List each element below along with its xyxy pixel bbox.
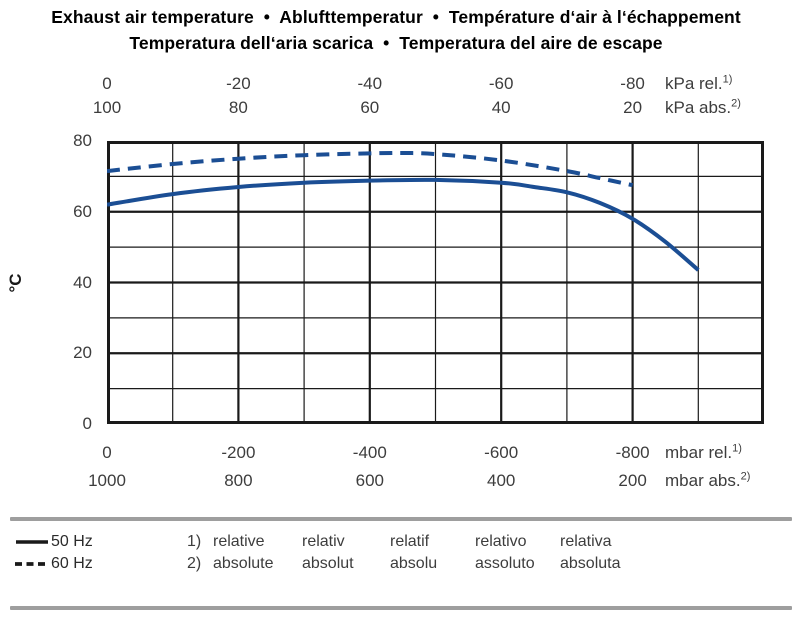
bottom-axis-tick-mbar-rel: 0 (102, 443, 112, 462)
separator-rule-bottom (10, 606, 792, 610)
footnote-term: relativ (302, 533, 345, 550)
y-axis-tick-label: 80 (73, 131, 92, 150)
bottom-axis-tick-mbar-rel: -200 (221, 443, 256, 462)
legend-label-50hz: 50 Hz (51, 533, 93, 550)
chart-title-line2: Temperatura dell‘aria scarica • Temperat… (129, 33, 663, 53)
unit-text: mbar abs. (665, 471, 741, 490)
footnote-term: relatif (390, 533, 430, 550)
bottom-axis-tick-mbar-abs: 400 (487, 471, 516, 490)
top-axis-tick-kpa-rel: 0 (102, 74, 112, 93)
footnote-marker: 2) (187, 555, 202, 572)
footnote-marker-sup: 1) (732, 442, 742, 455)
top-axis-tick-kpa-abs: 60 (360, 98, 380, 117)
bottom-axis-tick-mbar-rel: -800 (615, 443, 650, 462)
top-axis-tick-kpa-rel: -80 (620, 74, 645, 93)
y-axis-tick-label: 40 (73, 272, 92, 292)
top-axis-tick-kpa-abs: 40 (491, 98, 511, 117)
curve-50hz (107, 177, 700, 272)
unit-text: kPa rel. (665, 74, 723, 93)
bottom-axis-tick-mbar-abs: 200 (618, 471, 647, 490)
footnote-term: relativo (475, 533, 527, 550)
legend-item-60hz: 60 Hz (15, 554, 93, 574)
footnote-term: absolute (213, 555, 274, 572)
bottom-axis-unit-mbar-abs: mbar abs.2) (665, 471, 750, 491)
top-axis-tick-kpa-rel: -60 (488, 74, 514, 93)
top-axis-tick-kpa-rel: -20 (226, 74, 251, 93)
y-axis-tick-label: 0 (82, 414, 92, 433)
bottom-axis-unit-mbar-rel: mbar rel.1) (665, 443, 742, 463)
legend-solid-line-swatch (16, 540, 48, 544)
footnote-term: absolu (390, 555, 438, 572)
footnote-term: absolut (302, 555, 354, 572)
footnote-term: relativa (560, 533, 612, 550)
plot-area (107, 141, 764, 424)
separator-rule-top (10, 517, 792, 521)
y-axis-tick-label: 60 (73, 201, 92, 221)
curve-60hz (107, 150, 634, 188)
top-axis-unit-kpa-abs: kPa abs.2) (665, 98, 741, 118)
top-axis-tick-kpa-abs: 20 (623, 98, 643, 117)
bottom-axis-tick-mbar-rel: -400 (352, 443, 387, 462)
footnote-marker-sup: 2) (740, 470, 751, 483)
y-axis-tick-label: 20 (73, 343, 92, 363)
footnote-marker-sup: 1) (722, 73, 733, 86)
legend-dashed-line-swatch (15, 562, 49, 566)
bottom-axis-tick-mbar-abs: 600 (355, 471, 384, 490)
unit-text: kPa abs. (665, 98, 732, 117)
footnote-term: absoluta (560, 555, 621, 572)
footnote-term: relative (213, 533, 265, 550)
bottom-axis-tick-mbar-abs: 800 (224, 471, 253, 490)
plot-border (107, 141, 764, 424)
chart-title-line1: Exhaust air temperature • Ablufttemperat… (51, 7, 741, 27)
y-axis-unit-celsius: °C (6, 273, 25, 293)
unit-text: mbar rel. (665, 443, 733, 462)
bottom-axis-tick-mbar-abs: 1000 (88, 471, 126, 490)
top-axis-tick-kpa-abs: 80 (228, 98, 248, 117)
footnote-term: assoluto (475, 555, 535, 572)
top-axis-tick-kpa-abs: 100 (92, 98, 122, 117)
top-axis-tick-kpa-rel: -40 (357, 74, 383, 93)
legend-label-60hz: 60 Hz (51, 555, 93, 572)
top-axis-unit-kpa-rel: kPa rel.1) (665, 74, 732, 94)
bottom-axis-tick-mbar-rel: -600 (484, 443, 519, 462)
legend-item-50hz: 50 Hz (15, 532, 93, 552)
footnote-marker-sup: 2) (731, 97, 741, 110)
footnote-marker: 1) (187, 533, 202, 550)
